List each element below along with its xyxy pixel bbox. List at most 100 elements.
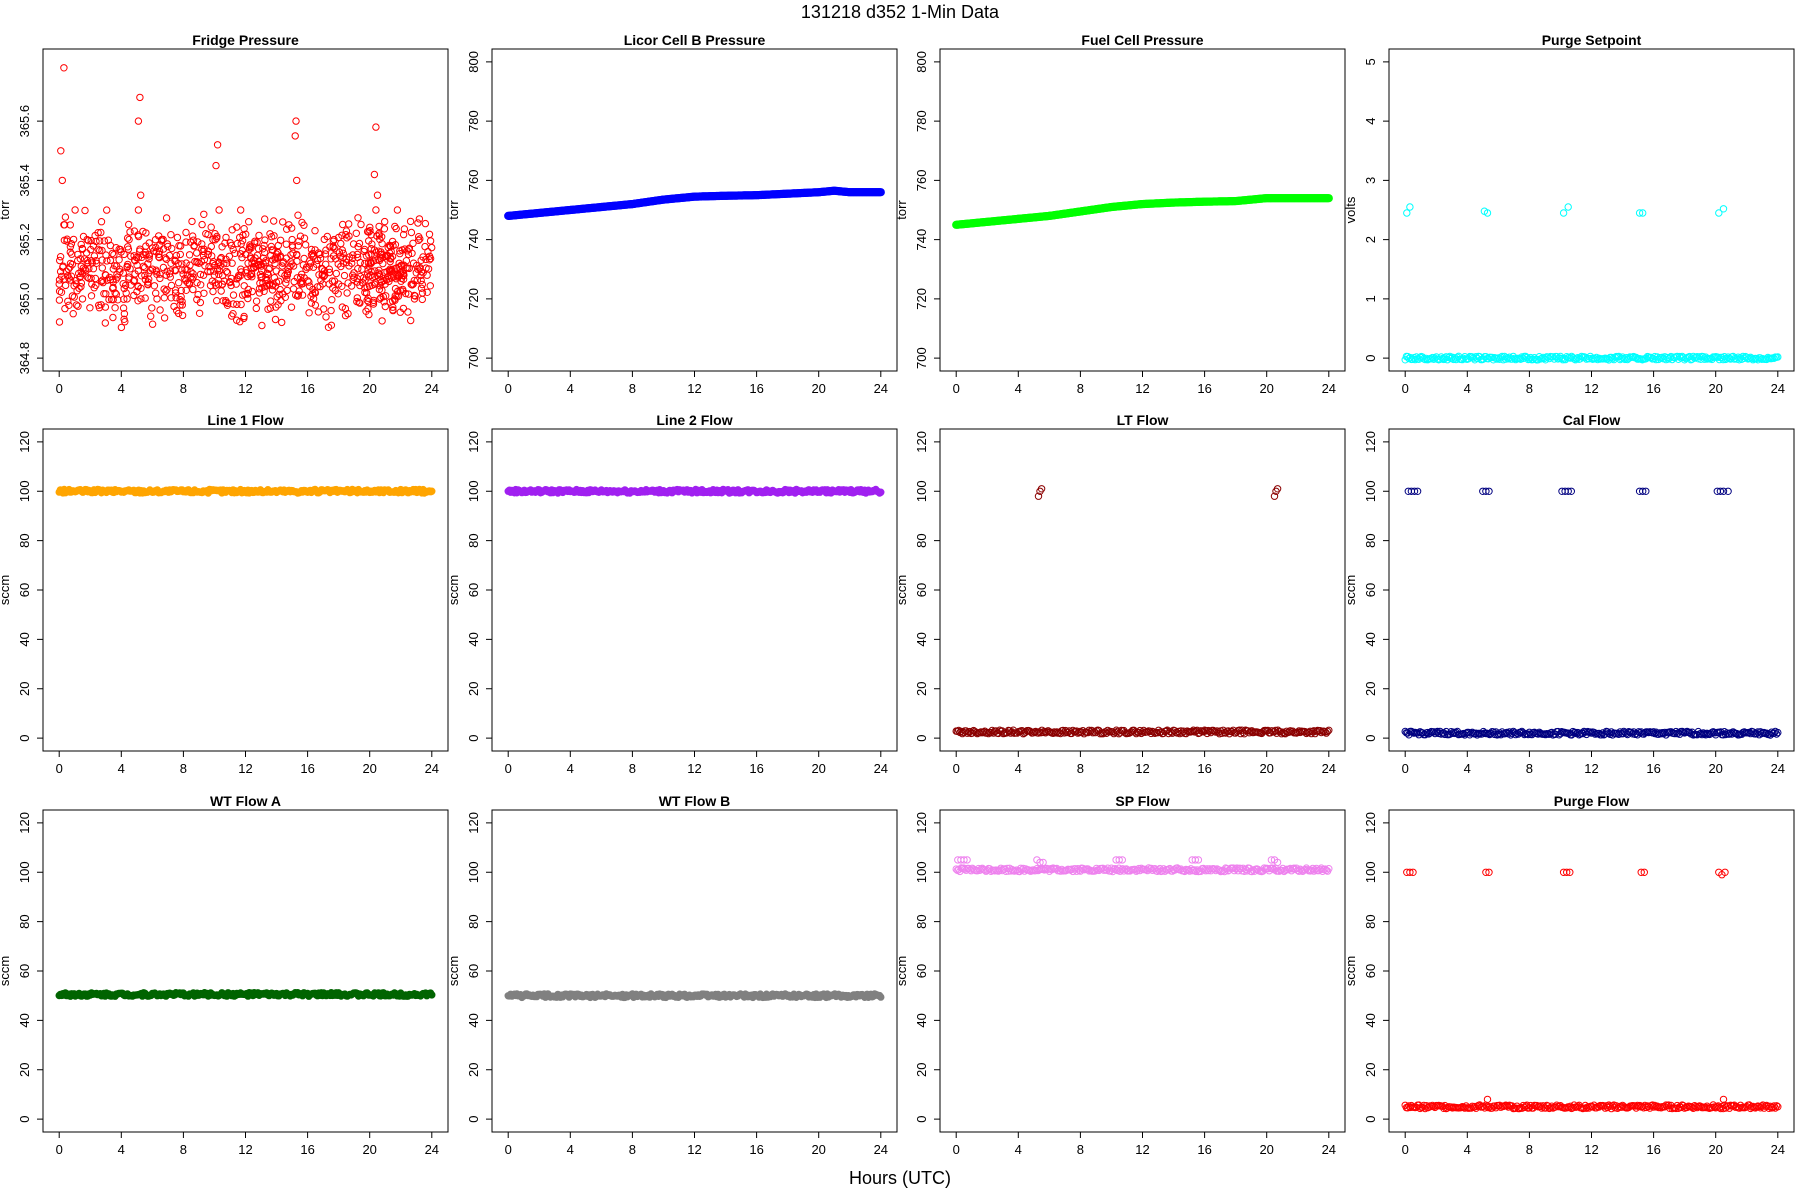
- data-point: [188, 217, 196, 226]
- data-point: [345, 262, 353, 270]
- data-point: [107, 295, 116, 304]
- data-point: [421, 242, 429, 251]
- data-point: [55, 318, 64, 326]
- y-tick-label: 40: [1363, 1013, 1378, 1027]
- data-point: [372, 123, 380, 131]
- data-point: [215, 267, 224, 275]
- y-tick-label: 60: [466, 583, 481, 597]
- y-tick-label: 60: [466, 964, 481, 978]
- data-point: [228, 226, 236, 234]
- data-point: [137, 295, 145, 303]
- data-point: [423, 288, 431, 296]
- data-point: [68, 260, 77, 269]
- data-point: [68, 292, 77, 300]
- data-point: [331, 286, 339, 295]
- data-point: [327, 321, 336, 329]
- data-point: [82, 249, 91, 257]
- data-point: [421, 219, 430, 228]
- data-point: [249, 256, 258, 264]
- data-point: [116, 268, 124, 276]
- data-point: [272, 303, 280, 311]
- x-tick-label: 20: [1708, 1142, 1722, 1157]
- data-point: [370, 170, 379, 179]
- data-point: [276, 285, 284, 294]
- data-point: [148, 304, 156, 312]
- x-tick-label: 0: [505, 761, 512, 776]
- data-point: [320, 272, 328, 281]
- x-tick-label: 12: [238, 761, 252, 776]
- x-tick-label: 12: [1584, 761, 1598, 776]
- y-tick-label: 100: [466, 480, 481, 502]
- data-point: [178, 311, 187, 320]
- data-point: [353, 250, 361, 259]
- y-tick-label: 740: [466, 229, 481, 251]
- data-point: [387, 254, 395, 262]
- x-tick-label: 0: [953, 1142, 960, 1157]
- data-point: [412, 261, 421, 270]
- data-point: [222, 297, 230, 305]
- data-point: [226, 239, 234, 247]
- data-point: [406, 217, 415, 226]
- x-tick-label: 8: [629, 381, 636, 396]
- panel-title: LT Flow: [1117, 412, 1169, 428]
- data-point: [300, 221, 308, 229]
- x-tick-label: 8: [1526, 381, 1533, 396]
- data-point: [147, 312, 155, 320]
- data-point: [146, 266, 155, 275]
- data-point: [1723, 355, 1731, 363]
- x-tick-label: 4: [1015, 1142, 1022, 1157]
- data-point: [171, 286, 180, 294]
- data-point: [60, 64, 68, 72]
- data-point: [381, 217, 389, 226]
- data-point: [195, 309, 204, 317]
- data-point: [409, 239, 417, 248]
- data-point: [137, 191, 145, 199]
- data-point: [199, 271, 208, 279]
- y-axis-label: sccm: [1343, 956, 1358, 986]
- data-point: [193, 258, 201, 266]
- data-point: [270, 217, 278, 225]
- data-point: [320, 271, 329, 279]
- y-axis-label: sccm: [446, 575, 461, 605]
- data-point: [347, 282, 356, 290]
- data-point: [201, 262, 209, 270]
- data-point: [179, 270, 187, 278]
- data-point: [1715, 209, 1723, 217]
- data-point: [112, 244, 120, 252]
- data-point: [287, 258, 295, 266]
- data-point: [123, 234, 132, 242]
- data-point: [375, 231, 383, 239]
- data-point: [295, 237, 303, 245]
- data-point: [390, 273, 398, 281]
- x-tick-label: 8: [180, 761, 187, 776]
- data-point: [65, 301, 73, 309]
- data-point: [330, 277, 339, 285]
- panel-title: WT Flow A: [210, 793, 281, 809]
- data-point: [177, 286, 186, 295]
- data-point: [364, 305, 372, 313]
- data-point: [89, 242, 98, 250]
- data-point: [262, 257, 270, 265]
- data-point: [1571, 356, 1580, 364]
- data-point: [410, 295, 419, 303]
- y-tick-label: 364.8: [17, 342, 32, 375]
- data-point: [61, 281, 70, 290]
- data-point: [189, 273, 197, 281]
- data-point: [414, 236, 423, 245]
- data-point: [176, 250, 185, 259]
- data-point: [340, 271, 349, 280]
- data-point: [282, 279, 290, 287]
- x-tick-label: 4: [1464, 381, 1471, 396]
- data-point: [238, 246, 247, 255]
- x-tick-label: 20: [362, 761, 376, 776]
- data-point: [209, 259, 217, 268]
- data-point: [159, 235, 167, 244]
- y-tick-label: 80: [1363, 914, 1378, 928]
- y-axis-label: sccm: [0, 575, 12, 605]
- data-point: [156, 306, 164, 314]
- data-point: [307, 299, 316, 307]
- data-point: [329, 284, 337, 292]
- x-tick-label: 0: [56, 381, 63, 396]
- data-point: [110, 251, 118, 259]
